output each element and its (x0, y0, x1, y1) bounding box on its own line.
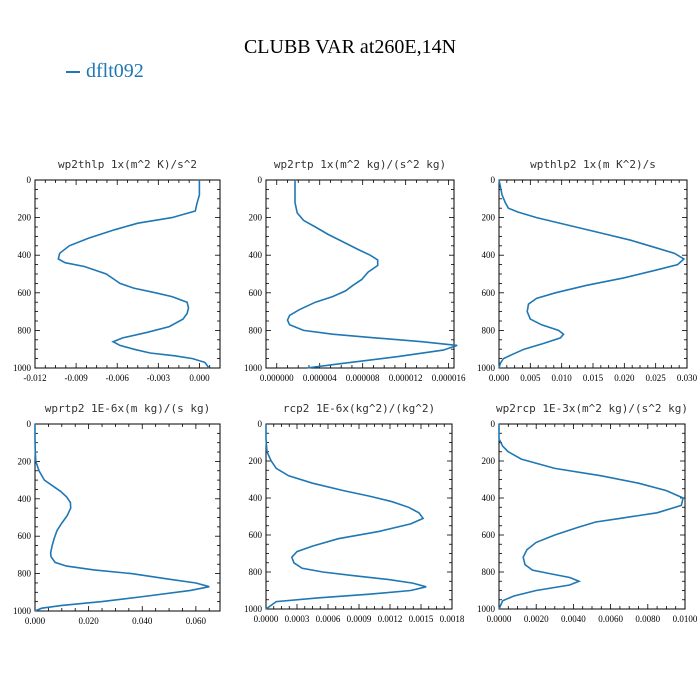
panel-title: wp2thlp 1x(m^2 K)/s^2 (58, 158, 197, 171)
x-tick-label: 0.0000 (254, 614, 279, 624)
y-tick-label: 200 (249, 456, 263, 466)
y-tick-label: 600 (249, 288, 263, 298)
x-tick-label: 0.000 (189, 373, 210, 383)
y-tick-label: 800 (249, 567, 263, 577)
y-tick-label: 400 (249, 493, 263, 503)
series-line (57, 180, 210, 369)
y-tick-label: 200 (482, 213, 496, 223)
x-tick-label: 0.000008 (346, 373, 380, 383)
x-tick-label: 0.0000 (487, 614, 512, 624)
y-tick-label: 1000 (244, 604, 263, 614)
y-tick-label: 1000 (477, 363, 496, 373)
y-tick-label: 0 (491, 419, 496, 429)
figure-title: CLUBB VAR at260E,14N (243, 36, 457, 58)
y-tick-label: 200 (249, 213, 263, 223)
x-tick-label: 0.000012 (389, 373, 423, 383)
x-tick-label: 0.0018 (440, 614, 465, 624)
x-tick-label: 0.0100 (673, 614, 698, 624)
plot-frame (498, 423, 686, 610)
y-tick-label: 0 (27, 419, 32, 429)
panel-6: wp2rcp 1E-3x(m^2 kg)/(s^2 kg)0 200 400 600 8… (477, 402, 698, 624)
y-tick-label: 600 (18, 531, 32, 541)
x-tick-label: 0.0003 (285, 614, 310, 624)
y-tick-label: 600 (18, 288, 32, 298)
x-tick-label: -0.009 (64, 373, 88, 383)
y-tick-label: 200 (18, 213, 32, 223)
x-tick-label: 0.0060 (598, 614, 623, 624)
x-tick-label: 0.025 (646, 373, 667, 383)
panel-title: wprtp2 1E-6x(m kg)/(s kg) (45, 402, 211, 415)
x-tick-label: -0.003 (147, 373, 171, 383)
y-tick-label: 1000 (477, 604, 496, 614)
x-tick-label: 0.020 (78, 616, 99, 626)
y-tick-label: 1000 (13, 363, 32, 373)
x-tick-label: -0.006 (106, 373, 130, 383)
y-tick-label: 400 (18, 494, 32, 504)
panel-title: wpthlp2 1x(m K^2)/s (530, 158, 656, 171)
panel-3: wpthlp2 1x(m K^2)/s020040060080010000.00… (477, 158, 698, 383)
y-tick-label: 0 (258, 175, 263, 185)
y-tick-label: 600 (482, 288, 496, 298)
x-tick-label: -0.012 (23, 373, 46, 383)
x-tick-label: 0.010 (552, 373, 573, 383)
y-tick-label: 600 (482, 530, 496, 540)
y-tick-label: 200 (18, 456, 32, 466)
x-tick-label: 0.0015 (409, 614, 434, 624)
y-tick-label: 800 (249, 325, 263, 335)
series-line (286, 180, 458, 369)
x-tick-label: 0.015 (583, 373, 604, 383)
panel-title: wp2rcp 1E-3x(m^2 kg)/(s^2 kg) (496, 402, 688, 415)
series-line (498, 424, 685, 610)
x-tick-label: 0.0080 (635, 614, 660, 624)
x-tick-label: 0.020 (614, 373, 635, 383)
legend: dflt092 (66, 60, 144, 83)
legend-label: dflt092 (86, 60, 144, 82)
y-tick-label: 0 (491, 175, 496, 185)
y-tick-label: 800 (482, 567, 496, 577)
x-tick-label: 0.000004 (303, 373, 337, 383)
x-tick-label: 0.000000 (260, 373, 294, 383)
series-line (498, 179, 686, 369)
series-line (265, 424, 427, 610)
x-tick-label: 0.0040 (561, 614, 586, 624)
y-tick-label: 1000 (244, 363, 263, 373)
panel-5: rcp2 1E-6x(kg^2)/(kg^2) 0 200 400 600 800 1000… (244, 402, 465, 624)
y-tick-label: 0 (258, 419, 263, 429)
y-tick-label: 400 (18, 250, 32, 260)
x-tick-label: 0.000016 (432, 373, 466, 383)
x-tick-label: 0.060 (186, 616, 207, 626)
x-tick-label: 0.005 (520, 373, 541, 383)
x-tick-label: 0.000 (25, 616, 46, 626)
panel-title: rcp2 1E-6x(kg^2)/(kg^2) (283, 402, 435, 415)
y-tick-label: 800 (482, 325, 496, 335)
x-tick-label: 0.0020 (524, 614, 549, 624)
y-tick-label: 800 (18, 325, 32, 335)
plot-frame (34, 179, 221, 369)
panel-4: wprtp2 1E-6x(m kg)/(s kg) 0 200 400 600 800 10… (13, 402, 221, 626)
x-tick-label: 0.030 (677, 373, 698, 383)
y-tick-label: 400 (482, 493, 496, 503)
x-tick-label: 0.0006 (316, 614, 341, 624)
plot-frame (265, 179, 455, 369)
panel-1: wp2thlp 1x(m^2 K)/s^202004006008001000-0… (13, 158, 221, 383)
y-tick-label: 0 (27, 175, 32, 185)
y-tick-label: 1000 (13, 606, 32, 616)
series-line (34, 424, 210, 612)
panel-title: wp2rtp 1x(m^2 kg)/(s^2 kg) (274, 158, 446, 171)
x-tick-label: 0.0009 (347, 614, 372, 624)
y-tick-label: 600 (249, 530, 263, 540)
x-tick-label: 0.040 (132, 616, 153, 626)
legend-swatch (66, 70, 80, 73)
y-tick-label: 400 (482, 250, 496, 260)
panel-2: wp2rtp 1x(m^2 kg)/(s^2 kg) 0 200 400 600 800 1… (244, 158, 466, 383)
plot-frame (265, 423, 453, 610)
y-tick-label: 200 (482, 456, 496, 466)
y-tick-label: 800 (18, 569, 32, 579)
plot-frame (498, 179, 688, 369)
y-tick-label: 400 (249, 250, 263, 260)
x-tick-label: 0.0012 (378, 614, 403, 624)
x-tick-label: 0.000 (489, 373, 510, 383)
